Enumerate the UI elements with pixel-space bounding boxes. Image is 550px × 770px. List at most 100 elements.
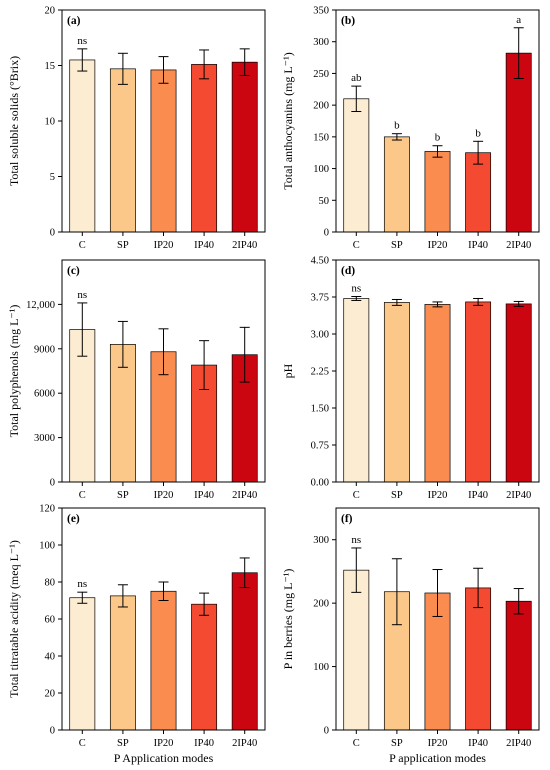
error-bar xyxy=(391,133,402,141)
error-bar xyxy=(158,56,169,84)
x-tick-label: SP xyxy=(391,490,403,501)
panel-c: ns C SP IP20 IP40 2IP40 0 3000 6000 9000 12,000 (c)… xyxy=(7,259,266,501)
error-bar xyxy=(77,591,88,604)
error-bar xyxy=(199,592,210,616)
x-tick-label: IP40 xyxy=(194,738,214,749)
y-tick-label: 0 xyxy=(324,726,329,737)
bar-ip40 xyxy=(465,587,492,731)
error-bar xyxy=(432,301,443,308)
error-bar xyxy=(391,558,402,626)
error-bar xyxy=(473,567,484,609)
panel-e: ns C SP IP20 IP40 2IP40 0 20 40 60 80 100 120 (e) Tota… xyxy=(7,504,266,765)
bar-ip20 xyxy=(424,151,451,233)
plot-frame xyxy=(335,507,540,731)
error-bar xyxy=(513,588,524,615)
panel-letter: (c) xyxy=(67,265,80,277)
significance-label: ns xyxy=(77,289,87,301)
y-tick-label: 50 xyxy=(319,196,330,207)
x-tick-label: IP40 xyxy=(468,490,488,501)
x-tick-label: IP40 xyxy=(468,738,488,749)
error-bar xyxy=(117,584,128,608)
bar-ip20 xyxy=(150,590,177,731)
plot-frame xyxy=(61,259,266,483)
x-tick-label: C xyxy=(353,490,360,501)
panel-f: ns C SP IP20 IP40 2IP40 0 100 200 300 (f) P in berr… xyxy=(281,507,540,765)
panel-letter: (b) xyxy=(341,15,355,27)
y-axis-label: Total titratable acidity (meq L⁻¹) xyxy=(7,540,21,698)
x-tick-label: IP20 xyxy=(154,240,174,251)
significance-label: ns xyxy=(77,35,87,47)
panel-d: ns C SP IP20 IP40 2IP40 0.00 0.75 1.50 2.25 3.00 3.… xyxy=(281,256,540,501)
plot-frame xyxy=(335,259,540,483)
error-bar xyxy=(239,326,250,383)
bar-c xyxy=(343,569,370,731)
y-tick-label: 120 xyxy=(39,504,55,515)
bar-c xyxy=(343,298,370,483)
plot-frame xyxy=(61,507,266,731)
y-tick-label: 0.00 xyxy=(311,478,329,489)
significance-label: ab xyxy=(351,72,362,84)
y-tick-label: 0 xyxy=(50,228,55,239)
bar-ip40 xyxy=(191,603,218,731)
y-tick-label: 100 xyxy=(313,662,329,673)
x-tick-label: 2IP40 xyxy=(232,738,257,749)
x-tick-label: 2IP40 xyxy=(232,240,257,251)
bar-sp xyxy=(109,68,136,233)
x-tick-label: IP40 xyxy=(468,240,488,251)
plot-frame xyxy=(61,9,266,233)
significance-label: ns xyxy=(351,283,361,295)
y-tick-label: 3.75 xyxy=(311,293,329,304)
error-bar xyxy=(77,48,88,72)
y-tick-label: 20 xyxy=(45,689,56,700)
bar-ip40 xyxy=(465,152,492,233)
bar-2ip40 xyxy=(231,61,258,233)
y-tick-label: 0 xyxy=(50,726,55,737)
x-tick-label: C xyxy=(79,240,86,251)
y-tick-label: 1.50 xyxy=(311,404,329,415)
y-tick-label: 12,000 xyxy=(26,300,55,311)
x-tick-label: IP20 xyxy=(154,738,174,749)
x-tick-label: IP40 xyxy=(194,490,214,501)
panel-letter: (a) xyxy=(67,15,81,27)
significance-label: a xyxy=(516,14,521,26)
error-bar xyxy=(158,328,169,376)
error-bar xyxy=(473,140,484,165)
y-tick-label: 200 xyxy=(313,101,329,112)
error-bar xyxy=(351,547,362,593)
error-bar xyxy=(117,320,128,368)
y-tick-label: 300 xyxy=(313,37,329,48)
y-tick-label: 60 xyxy=(45,615,56,626)
significance-label: b xyxy=(394,120,400,132)
y-tick-label: 3.00 xyxy=(311,330,329,341)
panel-a: ns C SP IP20 IP40 2IP40 0 5 10 15 20 (a) Total solub… xyxy=(7,6,266,251)
error-bar xyxy=(77,302,88,357)
bar-sp xyxy=(383,136,410,233)
x-tick-label: C xyxy=(353,240,360,251)
x-tick-label: IP20 xyxy=(154,490,174,501)
x-tick-label: 2IP40 xyxy=(506,738,531,749)
error-bar xyxy=(351,296,362,301)
bar-sp xyxy=(109,595,136,731)
plot-frame xyxy=(335,9,540,233)
error-bar xyxy=(513,300,524,307)
y-tick-label: 40 xyxy=(45,652,56,663)
y-tick-label: 0 xyxy=(324,228,329,239)
x-axis-title: P application modes xyxy=(389,751,486,765)
panel-letter: (f) xyxy=(341,513,353,525)
error-bar xyxy=(239,557,250,589)
y-tick-label: 100 xyxy=(313,164,329,175)
error-bar xyxy=(199,340,210,390)
y-tick-label: 6000 xyxy=(34,389,55,400)
bar-sp xyxy=(383,302,410,483)
x-tick-label: 2IP40 xyxy=(232,490,257,501)
significance-label: b xyxy=(475,127,481,139)
y-axis-label: P in berries (mg L⁻¹) xyxy=(281,569,295,670)
error-bar xyxy=(117,52,128,85)
error-bar xyxy=(513,27,524,80)
y-tick-label: 300 xyxy=(313,535,329,546)
x-tick-label: IP20 xyxy=(428,240,448,251)
y-tick-label: 9000 xyxy=(34,344,55,355)
significance-label: b xyxy=(435,132,441,144)
bar-2ip40 xyxy=(505,52,532,233)
x-tick-label: SP xyxy=(391,240,403,251)
